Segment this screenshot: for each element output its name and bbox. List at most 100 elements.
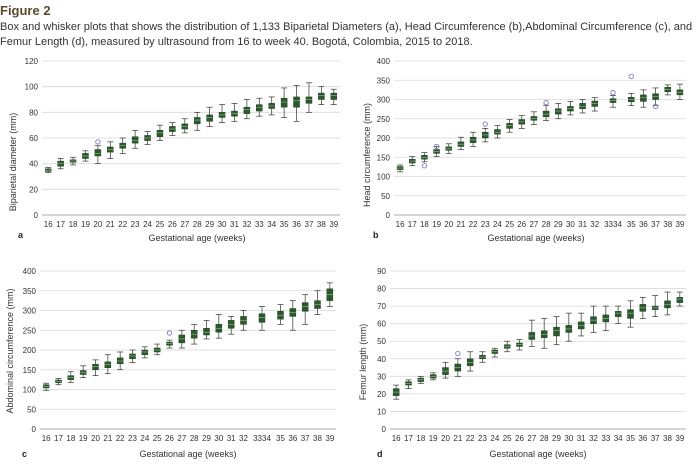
box-plot (67, 371, 75, 383)
box-plot (676, 291, 684, 307)
box-plot (166, 339, 173, 349)
box-plot (203, 320, 210, 340)
y-tick-label: 400 (377, 57, 391, 66)
x-tick-label: 25 (505, 220, 514, 229)
x-axis-title: Gestational age (weeks) (487, 233, 584, 243)
box-plot (144, 131, 151, 145)
x-tick-label: 31 (578, 220, 587, 229)
x-tick-label: 32 (239, 434, 248, 443)
box-plot (258, 306, 266, 331)
x-tick-label: 21 (453, 434, 462, 443)
x-tick-label: 36 (639, 220, 648, 229)
y-tick-label: 40 (377, 355, 386, 364)
x-tick-label: 24 (493, 220, 502, 229)
box-plot (82, 150, 89, 162)
box-plot (494, 125, 501, 139)
x-axis-title: Gestational age (weeks) (139, 449, 236, 459)
x-tick-label: 21 (106, 220, 115, 229)
x-tick-label: 3334 (604, 220, 622, 229)
x-axis-title: Gestational age (weeks) (489, 449, 586, 459)
x-tick-label: 39 (675, 434, 684, 443)
box-plot (104, 354, 112, 375)
chart-panel-d: Femur length (mm) Gestational age (weeks… (358, 267, 686, 459)
box (206, 114, 213, 122)
box-plot (664, 84, 671, 96)
box-plot (156, 124, 164, 141)
box (243, 106, 251, 114)
box-plot (405, 379, 412, 389)
box-plot (466, 351, 474, 372)
box-plot (528, 319, 536, 347)
box (258, 313, 266, 323)
y-tick-label: 50 (27, 405, 36, 414)
outlier-point (610, 89, 616, 96)
x-tick-label: 27 (529, 220, 538, 229)
x-tick-label: 39 (329, 220, 338, 229)
box-plot (44, 167, 52, 174)
x-tick-label: 36 (288, 434, 297, 443)
box-plot (240, 310, 247, 331)
box-plot (516, 339, 523, 351)
box-plot (107, 141, 114, 159)
x-tick-label: 37 (651, 220, 660, 229)
box-plot (243, 99, 251, 120)
box-plot (256, 97, 263, 117)
box-plot (227, 316, 235, 335)
y-tick-label: 100 (377, 173, 391, 182)
box-plot (392, 384, 400, 400)
x-tick-label: 34 (267, 220, 276, 229)
box-plot (664, 291, 671, 316)
box-plot (457, 136, 465, 150)
box (293, 96, 300, 108)
box-plot (530, 111, 538, 125)
x-tick-label: 25 (156, 220, 165, 229)
x-tick-label: 26 (517, 220, 526, 229)
box-plot (318, 86, 325, 105)
box-plot (609, 95, 617, 108)
box-plot (577, 312, 585, 337)
x-tick-label: 20 (441, 434, 450, 443)
box-plot (190, 323, 198, 345)
x-tick-label: 22 (469, 220, 478, 229)
box (94, 149, 102, 157)
y-tick-label: 50 (377, 337, 386, 346)
box-plot (482, 128, 489, 143)
box-plot (503, 340, 511, 353)
box-plot (591, 97, 598, 112)
box-plot (639, 296, 647, 319)
box-plot (396, 164, 404, 173)
x-tick-label: 21 (103, 434, 112, 443)
plot-area (394, 60, 686, 216)
chart-panel-a: Biparietal diameter (mm) Gestational age… (8, 57, 340, 243)
y-tick-label: 20 (29, 185, 38, 194)
box (676, 297, 684, 303)
box-plot (518, 115, 525, 129)
y-tick-label: 80 (29, 108, 38, 117)
box-plot (442, 361, 449, 379)
box-plot (215, 314, 223, 339)
box-plot (231, 102, 238, 122)
x-tick-label: 39 (675, 220, 684, 229)
plot-area (390, 270, 686, 430)
panel-letter: a (18, 230, 24, 240)
box-plot (627, 300, 634, 328)
x-axis-title: Gestational age (weeks) (148, 233, 245, 243)
x-tick-label: 16 (396, 220, 405, 229)
plot-area (40, 270, 336, 430)
box-plot (409, 156, 416, 167)
box-plot (640, 89, 647, 108)
figure-caption: Box and whisker plots that shows the dis… (0, 21, 693, 48)
x-tick-label: 20 (91, 434, 100, 443)
box-plot (506, 119, 513, 133)
y-tick-label: 0 (382, 425, 387, 434)
box-plot (169, 122, 176, 136)
box (193, 117, 201, 125)
box-plot (567, 101, 574, 116)
box-plot (218, 104, 226, 123)
box-plot (417, 375, 425, 384)
box (591, 100, 598, 107)
box (141, 349, 149, 355)
y-tick-label: 80 (377, 285, 386, 294)
box-plot (293, 85, 300, 122)
box (494, 129, 501, 135)
